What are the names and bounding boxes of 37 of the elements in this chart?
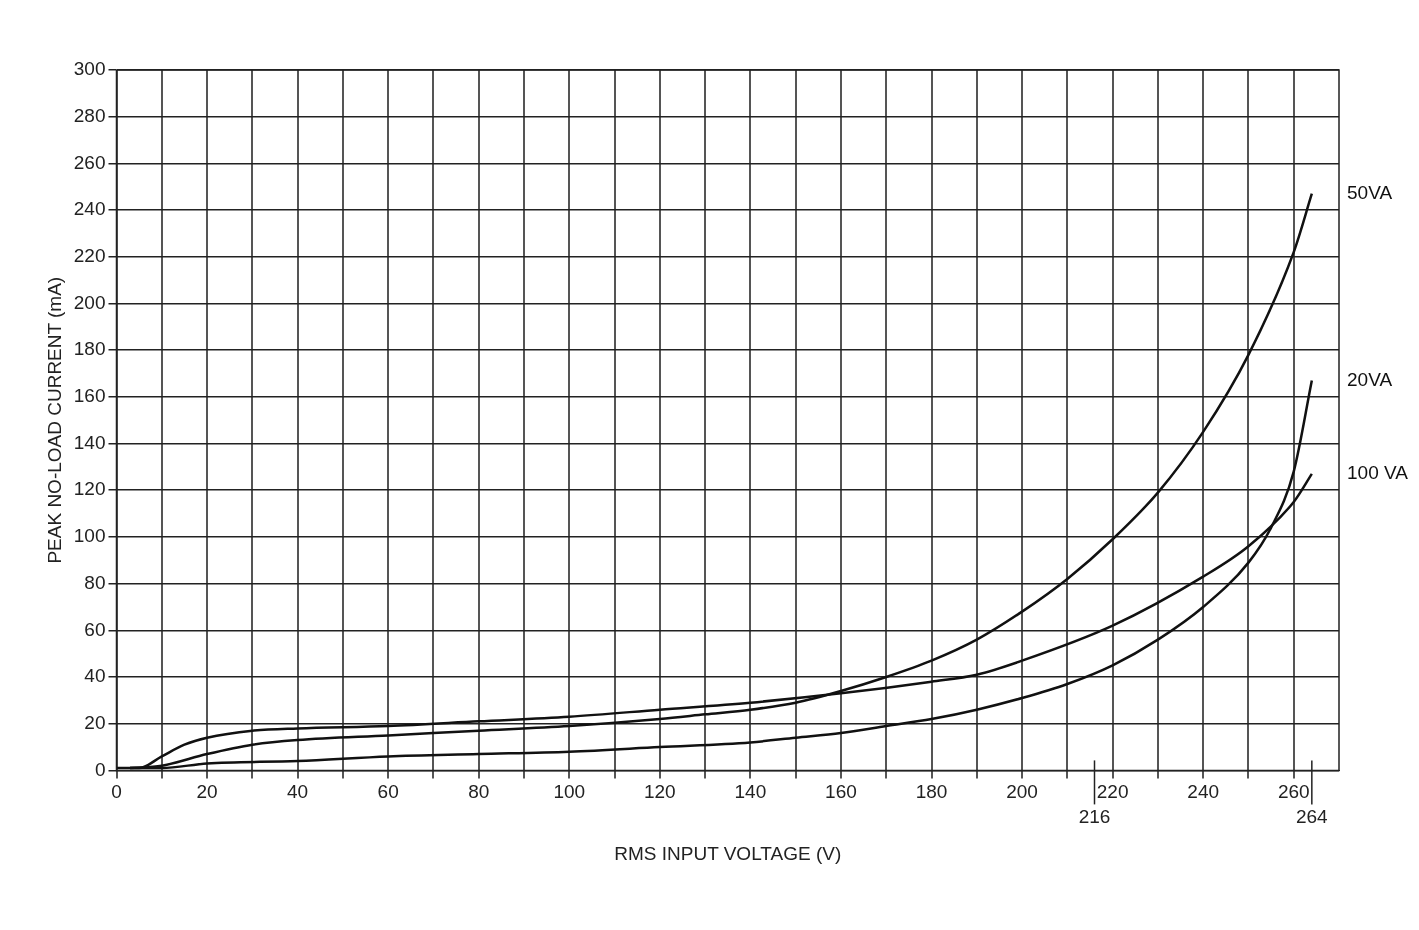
y-tick-label: 220 <box>73 245 106 267</box>
y-tick-label: 280 <box>73 104 106 126</box>
y-tick-label: 100 <box>73 525 106 547</box>
x-tick-label: 20 <box>196 781 218 803</box>
y-tick-label: 240 <box>73 198 106 220</box>
y-tick-label: 20 <box>84 711 106 733</box>
x-tick-label: 200 <box>1006 781 1038 803</box>
x-tick-label: 140 <box>734 781 767 803</box>
x-tick-label: 60 <box>377 781 399 803</box>
series-label: 50VA <box>1347 181 1393 203</box>
x-tick-label: 100 <box>553 781 586 803</box>
y-tick-label: 300 <box>73 58 106 80</box>
y-tick-label: 260 <box>73 151 106 173</box>
x-tick-label: 260 <box>1277 781 1310 803</box>
y-tick-label: 60 <box>84 618 106 640</box>
x-axis-title: RMS INPUT VOLTAGE (V) <box>614 842 842 864</box>
y-tick-label: 0 <box>94 758 106 780</box>
x-tick-label: 180 <box>915 781 948 803</box>
x-tick-label: 80 <box>468 781 490 803</box>
x-tick-label: 240 <box>1187 781 1220 803</box>
series-label: 20VA <box>1347 368 1393 390</box>
y-tick-label: 80 <box>84 571 106 593</box>
ref-line-label: 216 <box>1078 806 1111 828</box>
y-tick-label: 160 <box>73 385 106 407</box>
y-tick-label: 40 <box>84 665 106 687</box>
x-tick-label: 120 <box>643 781 676 803</box>
y-tick-label: 120 <box>73 478 106 500</box>
y-tick-label: 200 <box>73 291 106 313</box>
x-tick-label: 160 <box>825 781 857 803</box>
y-tick-label: 140 <box>73 431 106 453</box>
x-tick-label: 220 <box>1096 781 1129 803</box>
ref-line-label: 264 <box>1295 806 1329 828</box>
x-tick-label: 40 <box>287 781 309 803</box>
series-label: 100 VA <box>1347 462 1409 484</box>
y-axis-title: PEAK NO-LOAD CURRENT (mA) <box>43 276 65 564</box>
y-tick-label: 180 <box>73 338 106 360</box>
x-tick-label: 0 <box>111 781 122 803</box>
